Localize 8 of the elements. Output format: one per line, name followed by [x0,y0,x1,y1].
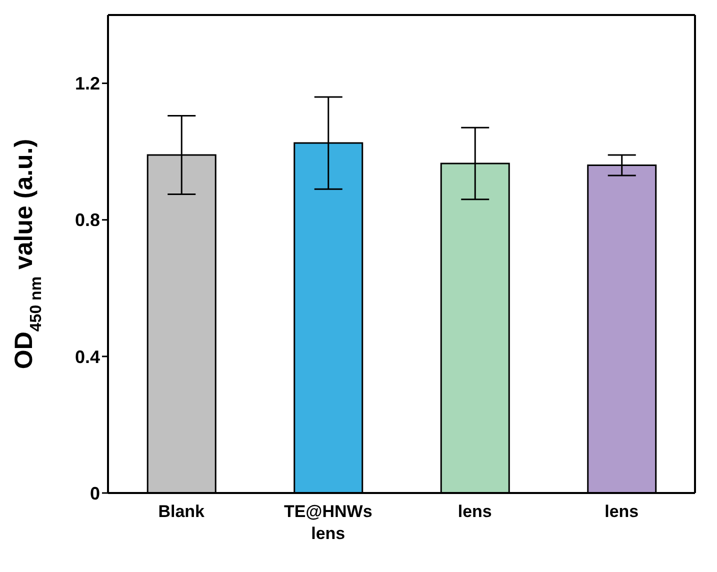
y-tick-label: 1.2 [74,74,100,94]
x-tick-label: lens [604,502,639,521]
x-tick-label: TE@HNWs lens [284,502,372,543]
x-tick-label: Blank [158,502,206,521]
y-tick-label: 0 [90,483,100,504]
x-tick-label: lens [458,502,492,521]
y-tick-label: 0.4 [74,346,100,367]
y-tick-label: 0.8 [74,210,100,230]
